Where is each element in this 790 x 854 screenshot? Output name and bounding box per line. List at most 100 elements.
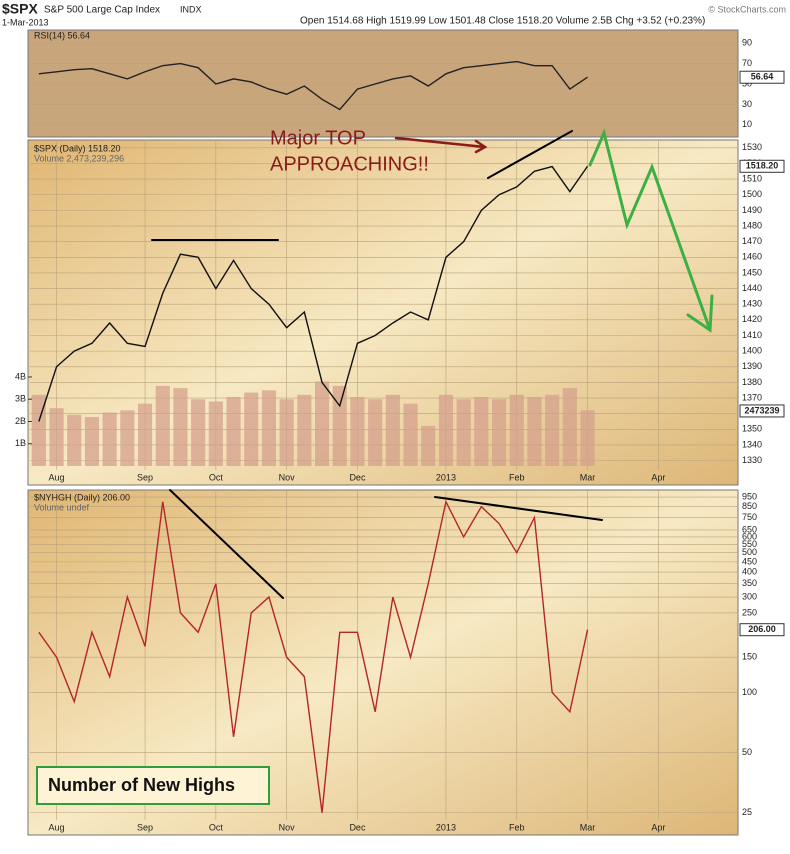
y-tick-label: 400 — [742, 566, 757, 576]
drawings — [36, 128, 714, 805]
y-tick-label: 1500 — [742, 189, 762, 199]
y-tick-label: 850 — [742, 501, 757, 511]
volume-bar — [456, 399, 471, 466]
y-tick-label: 1420 — [742, 314, 762, 324]
x-tick-label: Sep — [137, 822, 153, 832]
credit: © StockCharts.com — [708, 4, 786, 14]
y2-tick-label: 1B — [15, 438, 26, 448]
x-tick-label: Nov — [279, 822, 296, 832]
exchange: INDX — [180, 4, 202, 14]
y2-tick-label: 2B — [15, 416, 26, 426]
y2-tick-label: 4B — [15, 371, 26, 381]
y-tick-label: 750 — [742, 512, 757, 522]
y-tick-label: 70 — [742, 58, 752, 68]
highs-title: $NYHGH (Daily) 206.00 — [34, 492, 130, 502]
y-tick-label: 1470 — [742, 236, 762, 246]
y-tick-label: 1380 — [742, 377, 762, 387]
x-tick-label: Aug — [49, 822, 65, 832]
volume-bar — [421, 425, 436, 466]
volume-bar — [84, 417, 100, 466]
x-tick-label: Aug — [49, 472, 65, 482]
price-panel — [27, 139, 739, 486]
y-tick-label: 30 — [742, 99, 752, 109]
volume-bar — [314, 381, 330, 466]
volume-bar — [562, 388, 577, 466]
legend-price: $SPX (Daily) 1518.20 — [34, 143, 121, 153]
annotation: APPROACHING!! — [270, 153, 429, 175]
volume-bar — [474, 397, 489, 466]
y-tick-label: 90 — [742, 38, 752, 48]
line — [38, 499, 589, 813]
y-tick-label: 150 — [742, 652, 757, 662]
x-tick-label: Dec — [349, 822, 366, 832]
volume-bar — [67, 414, 82, 466]
x-tick-label: Apr — [651, 822, 665, 832]
y-tick-label: 1530 — [742, 142, 762, 152]
current-value: 56.64 — [751, 72, 774, 82]
y-tick-label: 350 — [742, 578, 757, 588]
y-tick-label: 1440 — [742, 283, 762, 293]
volume-bar — [438, 394, 454, 466]
rsi-title: RSI(14) 56.64 — [34, 30, 90, 40]
x-tick-label: Mar — [580, 822, 596, 832]
volume-bar — [279, 399, 294, 466]
x-tick-label: Oct — [209, 822, 224, 832]
volume-bar — [580, 410, 595, 466]
volume-bar — [226, 397, 241, 466]
volume-bar — [545, 394, 560, 466]
x-tick-label: Mar — [580, 472, 596, 482]
annotation: Major TOP — [270, 127, 366, 149]
y-tick-label: 1510 — [742, 173, 762, 183]
y-tick-label: 1460 — [742, 252, 762, 262]
line — [38, 165, 589, 422]
y-tick-label: 650 — [742, 524, 757, 534]
y2-tick-label: 3B — [15, 394, 26, 404]
volume-bar — [49, 408, 64, 466]
volume-bar — [244, 392, 259, 466]
y-tick-label: 1400 — [742, 346, 762, 356]
stats: Open 1514.68 High 1519.99 Low 1501.48 Cl… — [300, 16, 705, 27]
x-tick-label: Feb — [509, 472, 525, 482]
y-tick-label: 25 — [742, 807, 752, 817]
y-tick-label: 1390 — [742, 361, 762, 371]
rsi-panel — [27, 29, 739, 138]
x-tick-label: Oct — [209, 472, 224, 482]
y-tick-label: 250 — [742, 607, 757, 617]
volume-bar — [120, 410, 135, 466]
date: 1-Mar-2013 — [2, 17, 49, 27]
volume-bar — [368, 399, 383, 466]
volume-bar — [155, 385, 170, 466]
volume-bar — [102, 412, 117, 466]
y-tick-label: 550 — [742, 539, 757, 549]
highs-subtitle: Volume undef — [34, 502, 90, 512]
y-tick-label: 300 — [742, 591, 757, 601]
line — [38, 60, 588, 111]
current-value-box — [739, 70, 785, 84]
volume-bar — [191, 399, 206, 466]
volume-bar — [137, 403, 153, 466]
current-value-box — [739, 159, 785, 173]
x-tick-label: 2013 — [436, 472, 456, 482]
index-name: S&P 500 Large Cap Index — [44, 5, 160, 16]
y-tick-label: 450 — [742, 556, 757, 566]
volume-bar — [332, 385, 347, 466]
y-tick-label: 1430 — [742, 299, 762, 309]
y-tick-label: 1450 — [742, 267, 762, 277]
y-tick-label: 1330 — [742, 455, 762, 465]
current-value: 2473239 — [744, 405, 779, 415]
x-tick-label: Sep — [137, 472, 153, 482]
volume-bar — [509, 394, 524, 466]
y-tick-label: 600 — [742, 531, 757, 541]
volume-bar — [297, 394, 312, 466]
volume-bar — [403, 403, 418, 466]
y-tick-label: 10 — [742, 119, 752, 129]
volume-bar — [527, 397, 542, 466]
volume-bar — [350, 397, 365, 466]
y-tick-label: 50 — [742, 747, 752, 757]
y-tick-label: 500 — [742, 547, 757, 557]
x-tick-label: Nov — [279, 472, 296, 482]
y-tick-label: 1480 — [742, 220, 762, 230]
current-value-box — [739, 404, 785, 418]
x-tick-label: 2013 — [436, 822, 456, 832]
